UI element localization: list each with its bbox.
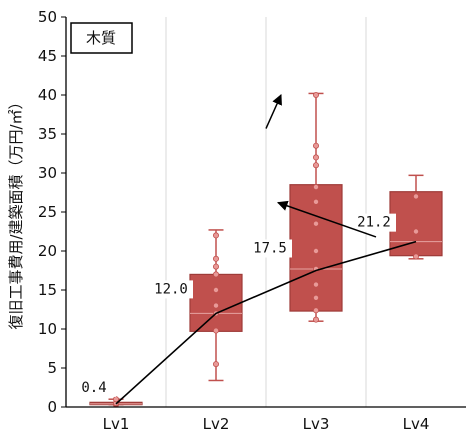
- data-point: [113, 396, 120, 403]
- box-lv4: [389, 174, 443, 260]
- x-tick-label: Lv4: [403, 415, 430, 433]
- data-point: [312, 184, 319, 191]
- x-tick-label: Lv3: [303, 415, 330, 433]
- data-point: [312, 294, 319, 301]
- axis-layer: 0 5 10 15 20 25 30 35 40 45 50 Lv1 Lv2 Lv3 Lv4: [38, 8, 466, 433]
- box-lv2: [189, 229, 243, 382]
- mean-label: 12.0: [154, 281, 188, 297]
- data-point: [312, 307, 319, 314]
- grid-layer: [165, 17, 367, 407]
- y-tick-label: 20: [38, 242, 57, 260]
- y-tick-label: 35: [38, 125, 57, 143]
- annotation-layer: [265, 94, 377, 238]
- data-point: [212, 255, 219, 262]
- data-point: [312, 154, 319, 161]
- data-point: [212, 286, 219, 293]
- data-point: [212, 302, 219, 309]
- data-point: [212, 263, 219, 270]
- y-tick-label: 45: [38, 47, 57, 65]
- box-lv1: [89, 396, 143, 408]
- x-tick-label: Lv2: [203, 415, 230, 433]
- y-tick-label: 30: [38, 164, 57, 182]
- box-lv3: [289, 92, 343, 323]
- y-tick-label: 5: [47, 359, 57, 377]
- y-tick-label: 50: [38, 8, 57, 26]
- data-point: [312, 316, 319, 323]
- y-tick-label: 10: [38, 320, 57, 338]
- legend-label: 木質: [86, 29, 116, 47]
- data-point: [312, 220, 319, 227]
- data-point: [212, 361, 219, 368]
- data-point: [312, 142, 319, 149]
- data-point: [312, 162, 319, 169]
- mean-label: 0.4: [81, 380, 106, 396]
- data-point: [212, 271, 219, 278]
- y-tick-label: 0: [47, 398, 57, 416]
- y-tick-label: 15: [38, 281, 57, 299]
- mean-label-bg: [248, 239, 292, 258]
- x-tick-label: Lv1: [103, 415, 130, 433]
- mean-label: 21.2: [357, 215, 391, 231]
- legend-box: 木質: [70, 22, 133, 54]
- data-point: [412, 193, 419, 200]
- data-point: [312, 198, 319, 205]
- mean-label-bg: [72, 378, 116, 397]
- data-point: [412, 228, 419, 235]
- y-axis-label: 復旧工事費用/建築面積（万円/㎡）: [7, 94, 25, 329]
- mean-label: 17.5: [253, 241, 287, 257]
- data-point: [312, 281, 319, 288]
- y-tick-label: 40: [38, 86, 57, 104]
- mean-label-bg: [149, 280, 193, 299]
- annotation-arrow: [265, 94, 282, 129]
- mean-label-bg: [352, 213, 396, 232]
- data-point: [212, 327, 219, 334]
- data-point: [212, 232, 219, 239]
- data-point: [412, 253, 419, 260]
- mean-line-layer: 0.4 12.0 17.5 21.2: [72, 213, 417, 405]
- annotation-arrow: [277, 200, 377, 238]
- y-tick-label: 25: [38, 203, 57, 221]
- box-layer: [89, 92, 443, 408]
- data-point: [312, 92, 319, 99]
- mean-line: [115, 240, 417, 405]
- data-point: [312, 247, 319, 254]
